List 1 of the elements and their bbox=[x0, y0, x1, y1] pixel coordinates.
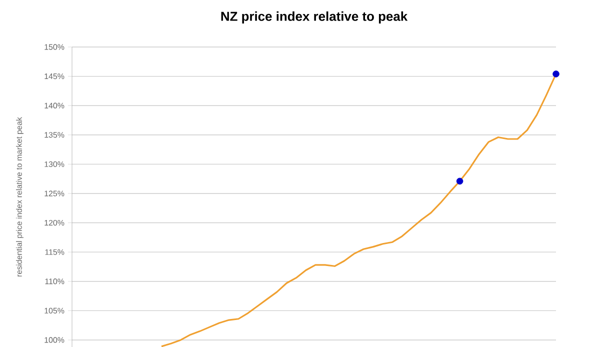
chart-title: NZ price index relative to peak bbox=[221, 11, 408, 24]
